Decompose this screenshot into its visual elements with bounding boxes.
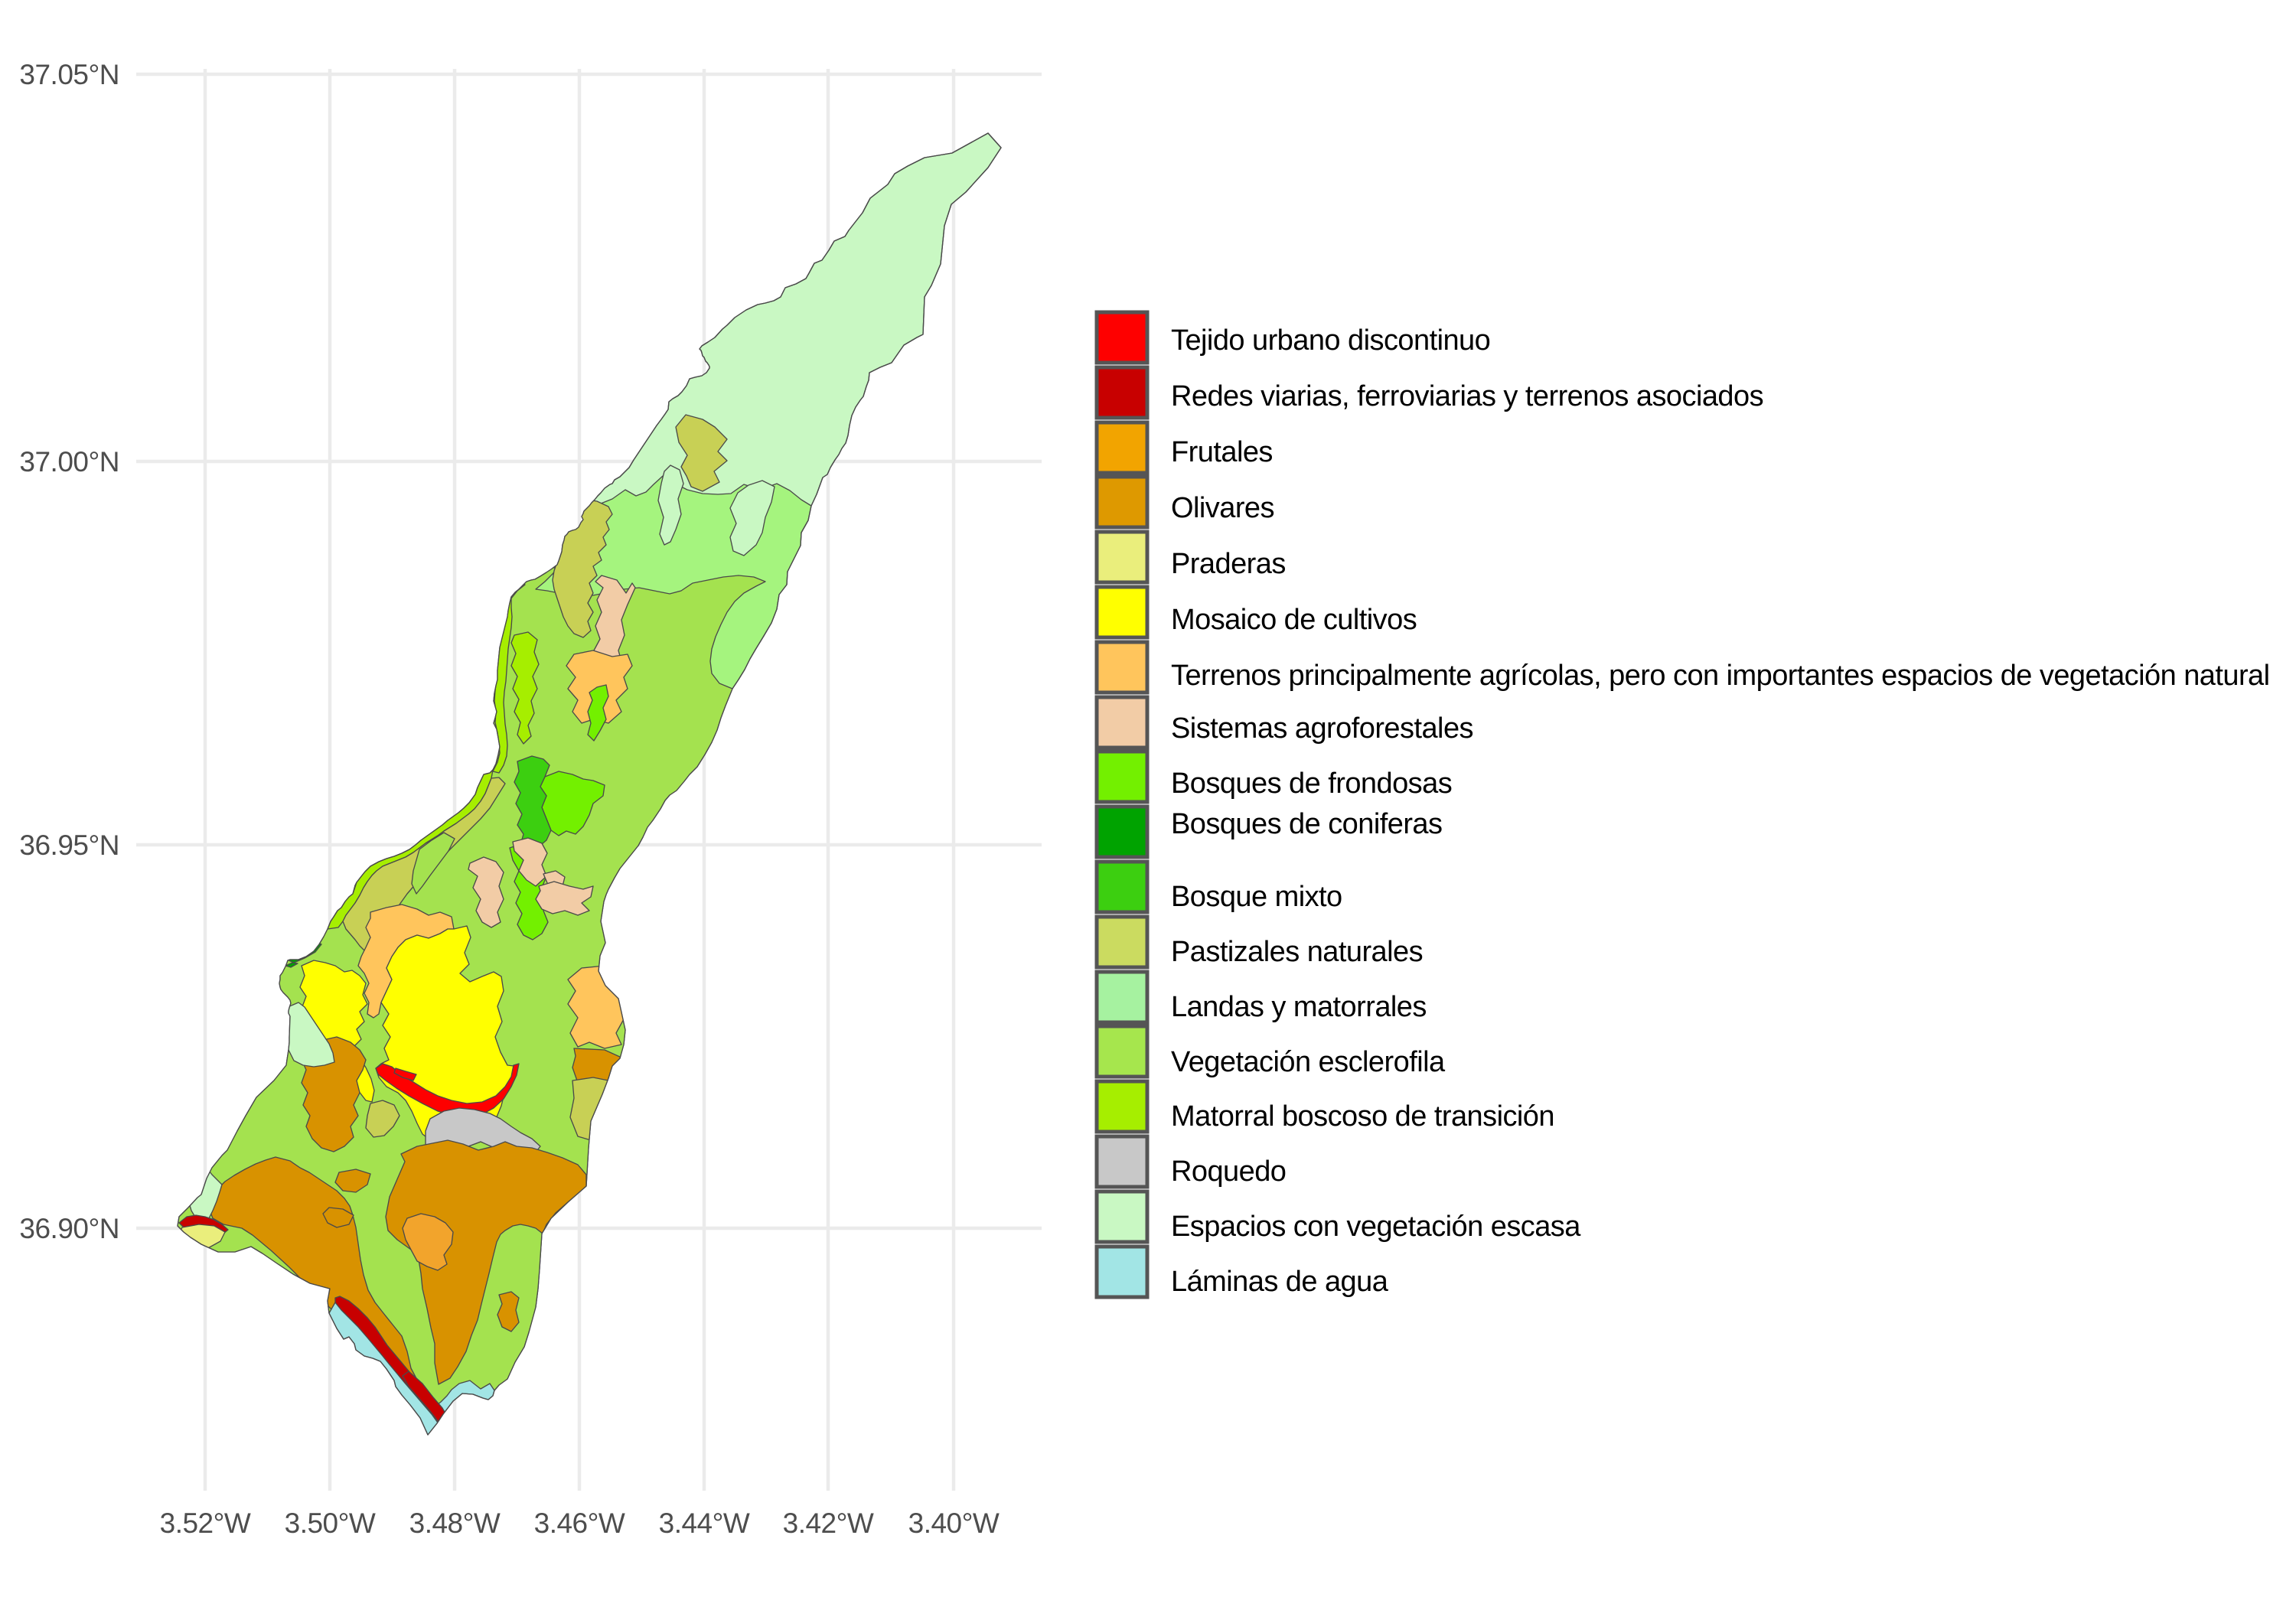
svg-text:Sistemas agroforestales: Sistemas agroforestales (1171, 712, 1473, 745)
svg-text:Redes viarias, ferroviarias y: Redes viarias, ferroviarias y terrenos a… (1171, 380, 1763, 412)
svg-text:37.00°N: 37.00°N (19, 446, 119, 478)
svg-text:3.52°W: 3.52°W (160, 1508, 251, 1539)
svg-text:3.46°W: 3.46°W (534, 1508, 625, 1539)
svg-text:Pastizales naturales: Pastizales naturales (1171, 936, 1423, 968)
svg-text:37.05°N: 37.05°N (19, 59, 119, 90)
svg-text:Bosque mixto: Bosque mixto (1171, 881, 1342, 913)
svg-text:Terrenos principalmente agríco: Terrenos principalmente agrícolas, pero … (1171, 660, 2270, 692)
svg-text:3.50°W: 3.50°W (285, 1508, 376, 1539)
svg-text:Landas y matorrales: Landas y matorrales (1171, 991, 1427, 1023)
svg-text:Praderas: Praderas (1171, 548, 1286, 580)
svg-text:Bosques de frondosas: Bosques de frondosas (1171, 768, 1452, 800)
svg-text:Tejido urbano discontinuo: Tejido urbano discontinuo (1171, 324, 1490, 357)
svg-text:3.48°W: 3.48°W (409, 1508, 501, 1539)
svg-text:36.90°N: 36.90°N (19, 1213, 119, 1244)
svg-text:Bosques de coniferas: Bosques de coniferas (1171, 808, 1442, 840)
svg-text:Espacios con vegetación escasa: Espacios con vegetación escasa (1171, 1211, 1581, 1243)
svg-text:Frutales: Frutales (1171, 436, 1273, 468)
svg-text:Olivares: Olivares (1171, 492, 1274, 524)
svg-text:3.44°W: 3.44°W (659, 1508, 750, 1539)
svg-text:Mosaico de cultivos: Mosaico de cultivos (1171, 604, 1417, 636)
svg-text:Roquedo: Roquedo (1171, 1156, 1286, 1188)
svg-text:Matorral boscoso de transición: Matorral boscoso de transición (1171, 1100, 1554, 1133)
svg-text:36.95°N: 36.95°N (19, 830, 119, 861)
svg-text:Vegetación esclerofila: Vegetación esclerofila (1171, 1046, 1446, 1078)
svg-text:3.42°W: 3.42°W (783, 1508, 874, 1539)
svg-text:Láminas de agua: Láminas de agua (1171, 1266, 1389, 1298)
svg-text:3.40°W: 3.40°W (908, 1508, 1000, 1539)
